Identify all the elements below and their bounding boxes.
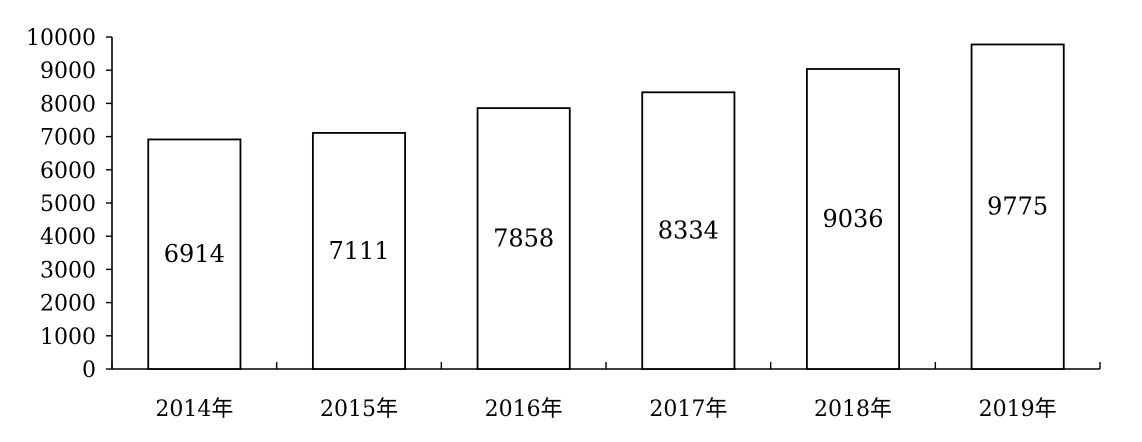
data-label: 9775 [987, 193, 1048, 221]
y-axis: 0 1000 2000 3000 4000 5000 6000 7000 8000 9000 100… [26, 26, 113, 383]
data-label: 8334 [658, 217, 719, 245]
y-tick-label: 6000 [40, 159, 96, 184]
data-label: 9036 [822, 205, 883, 233]
y-tick-label: 3000 [40, 258, 96, 283]
y-tick-label: 2000 [40, 292, 96, 317]
data-label: 7858 [493, 225, 554, 253]
bar-2017年 [641, 91, 736, 370]
bar-2016年 [476, 107, 571, 370]
x-tick-label: 2019年 [979, 397, 1057, 422]
y-tick-label: 7000 [40, 126, 96, 151]
x-axis: 2014年 2015年 2016年 2017年 2018年 2019年 [111, 362, 1101, 422]
y-tick-label: 1000 [40, 325, 96, 350]
bars [147, 43, 1065, 370]
x-tick-label: 2014年 [155, 397, 233, 422]
y-tick-label: 0 [82, 358, 96, 383]
bar-2015年 [311, 132, 407, 370]
data-labels: 6914 7111 7858 8334 9036 9775 [164, 193, 1048, 268]
y-tick-label: 10000 [26, 26, 96, 51]
y-tick-label: 9000 [40, 59, 96, 84]
y-tick-label: 4000 [40, 225, 96, 250]
y-tick-label: 8000 [40, 92, 96, 117]
x-tick-label: 2016年 [485, 397, 563, 422]
bar-2019年 [970, 43, 1065, 370]
data-label: 7111 [328, 237, 389, 265]
bar-2018年 [805, 68, 901, 370]
bar-2014年 [147, 138, 242, 370]
x-tick-label: 2017年 [649, 397, 727, 422]
x-tick-label: 2018年 [814, 397, 892, 422]
x-tick-label: 2015年 [320, 397, 398, 422]
data-label: 6914 [164, 240, 225, 268]
y-tick-label: 5000 [40, 192, 96, 217]
